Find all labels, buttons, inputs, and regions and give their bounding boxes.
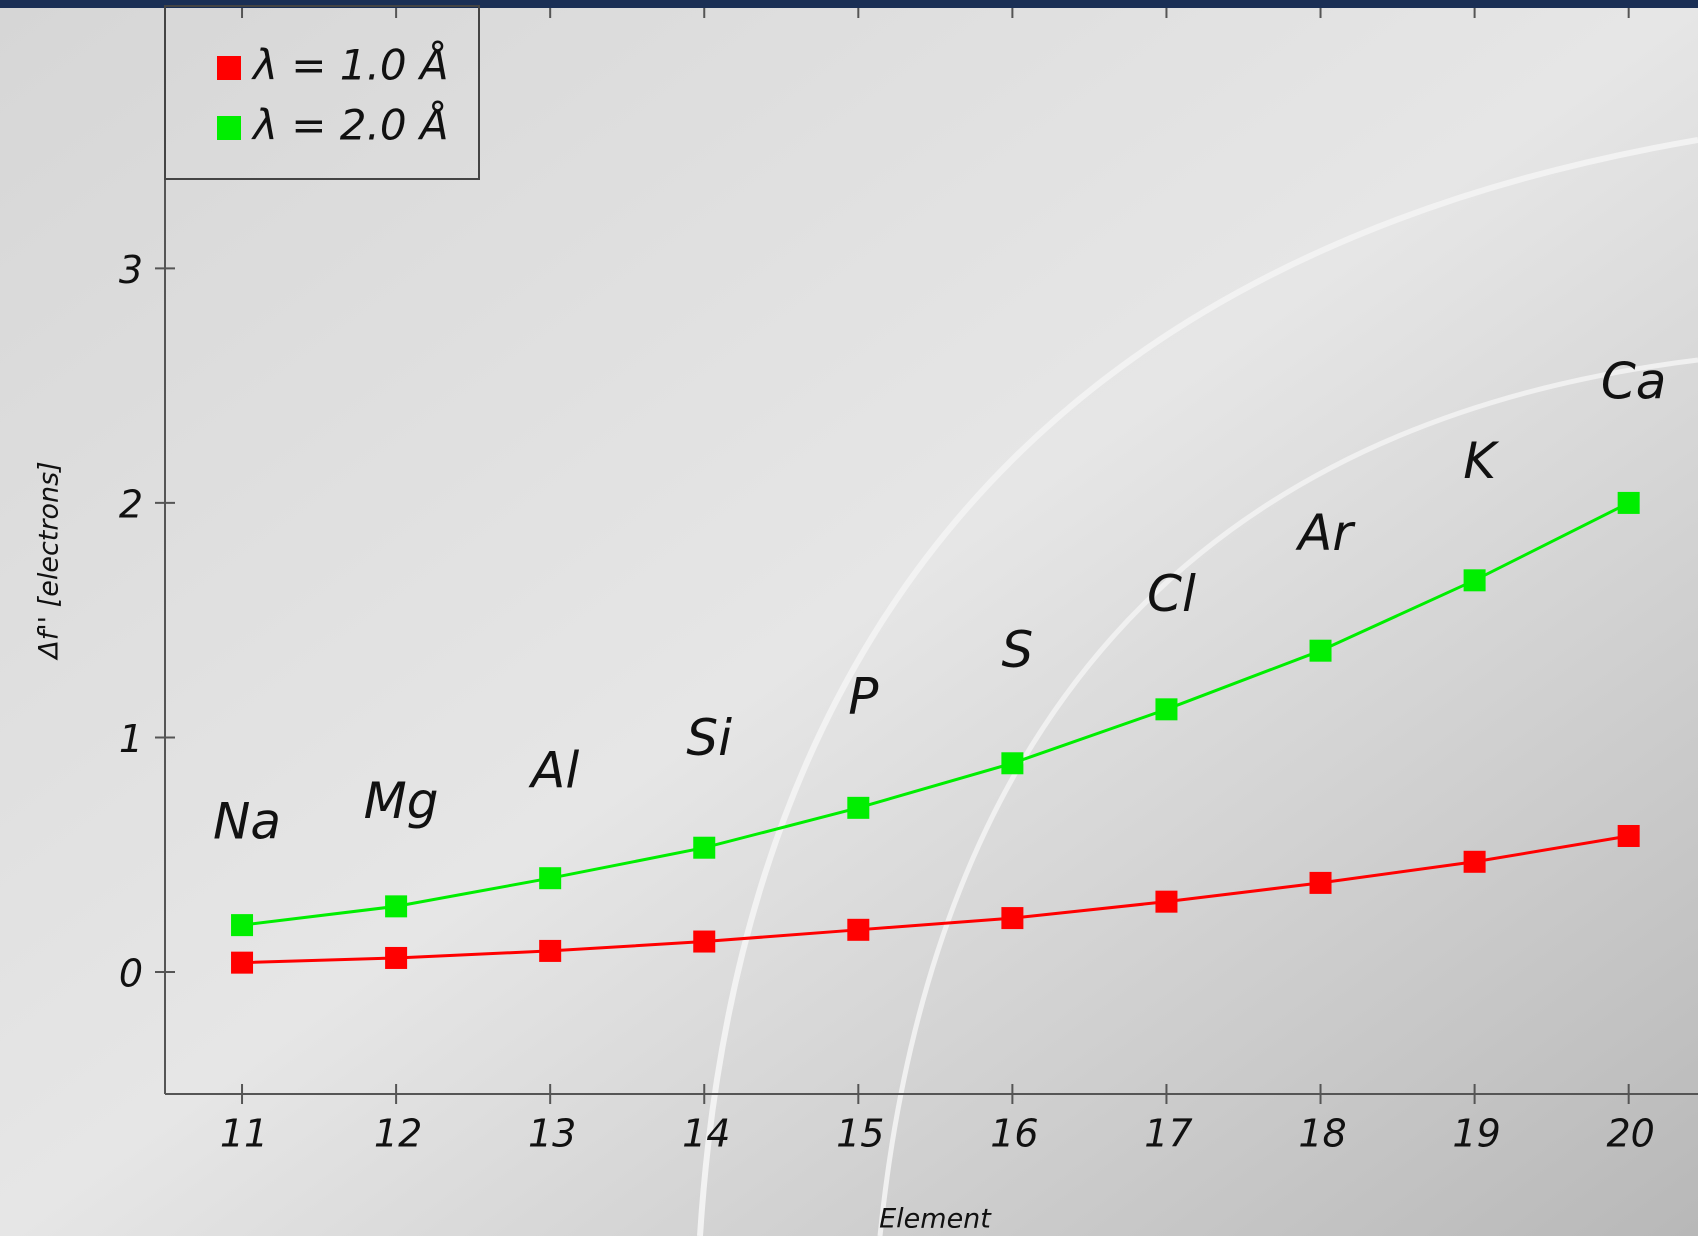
x-axis-label: Element [879,1204,992,1235]
legend-swatch [217,116,241,140]
x-tick-label: 18 [1298,1112,1346,1156]
x-tick-label: 15 [836,1112,884,1156]
data-point [539,940,561,962]
element-label: K [1463,432,1500,490]
data-point [1310,872,1332,894]
data-point [1618,825,1640,847]
x-tick-label: 19 [1452,1112,1500,1156]
data-point [847,797,869,819]
data-point [539,867,561,889]
element-label: Al [528,742,579,800]
y-tick-label: 3 [119,248,143,292]
x-tick-label: 20 [1606,1112,1654,1156]
x-tick-label: 17 [1144,1112,1192,1156]
element-label: Cl [1147,565,1196,623]
legend-label: λ = 1.0 Å [251,40,449,90]
x-tick-label: 13 [528,1112,576,1156]
y-tick-label: 2 [119,482,143,526]
data-point [693,931,715,953]
data-point [1618,492,1640,514]
legend-swatch [217,56,241,80]
data-point [693,837,715,859]
element-label: Mg [364,772,439,830]
background [0,0,1698,1236]
data-point [1001,907,1023,929]
element-label: Na [213,793,281,851]
data-point [385,947,407,969]
x-tick-label: 11 [220,1112,268,1156]
element-label: Ca [1601,352,1667,410]
x-tick-label: 16 [990,1112,1038,1156]
data-point [847,919,869,941]
data-point [385,895,407,917]
y-tick-label: 0 [119,952,143,996]
legend-label: λ = 2.0 Å [251,100,449,150]
element-label: P [848,667,879,725]
y-axis-label: Δf'' [electrons] [34,461,65,660]
data-point [1155,698,1177,720]
data-point [1001,752,1023,774]
data-point [231,952,253,974]
data-point [1155,891,1177,913]
element-label: S [1002,621,1034,679]
data-point [1464,569,1486,591]
element-label: Ar [1295,504,1356,562]
x-tick-label: 14 [682,1112,730,1156]
chart: Element Δf'' [electrons] 012311121314151… [0,0,1698,1236]
element-label: Si [686,709,732,767]
data-point [1310,640,1332,662]
data-point [1464,851,1486,873]
data-point [231,914,253,936]
x-tick-label: 12 [374,1112,422,1156]
y-tick-label: 1 [119,717,143,761]
